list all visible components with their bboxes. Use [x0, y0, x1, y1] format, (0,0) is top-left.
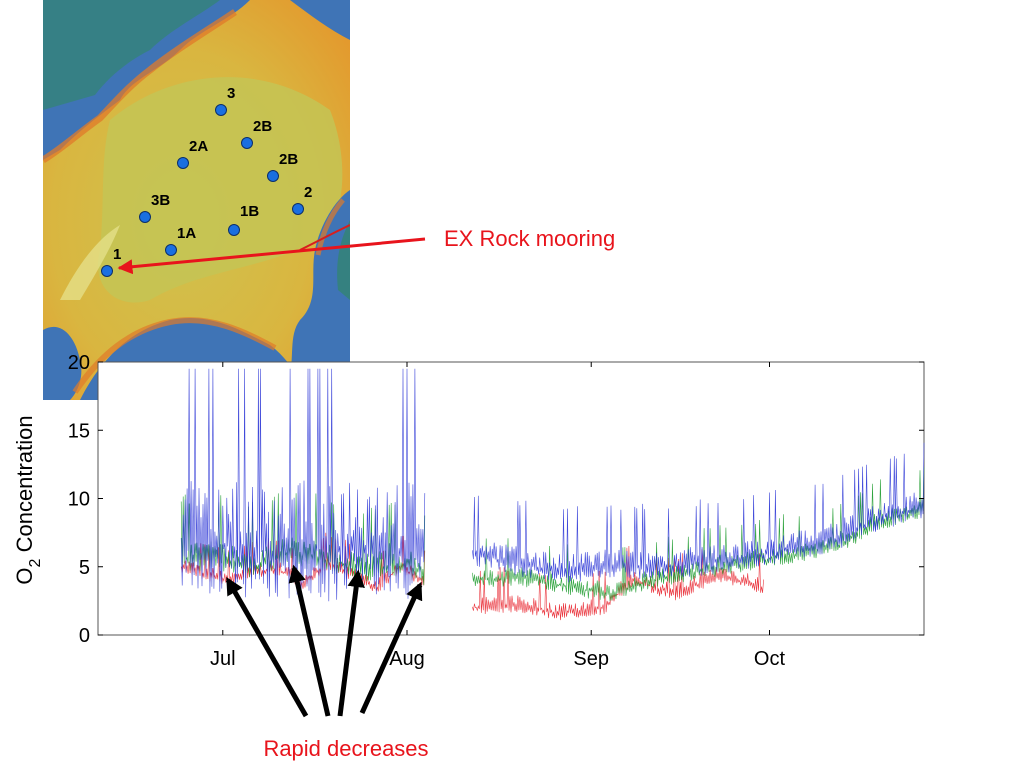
station-label: 3B — [151, 192, 170, 209]
decrease-arrows — [225, 564, 423, 718]
y-tick-label: 5 — [79, 557, 90, 579]
station-marker — [241, 137, 253, 149]
station-label: 3 — [227, 85, 235, 102]
station-marker — [101, 265, 113, 277]
series-layer — [180, 368, 925, 621]
decrease-arrow-4 — [359, 581, 423, 715]
y-tick-label: 0 — [79, 625, 90, 647]
y-axis: 0 5 10 15 20 — [68, 352, 924, 647]
decrease-arrow-3 — [337, 569, 365, 717]
series-line — [472, 545, 764, 621]
mooring-label: EX Rock mooring — [444, 226, 615, 251]
y-axis-label-main: O — [12, 567, 37, 584]
y-axis-label-subscript: 2 — [27, 558, 44, 567]
decrease-label: Rapid decreases — [263, 736, 428, 761]
series-line — [472, 442, 925, 583]
decrease-arrow-1 — [225, 576, 309, 718]
station-label: 2B — [253, 118, 272, 135]
oxygen-chart: 0 5 10 15 20 Jul Aug Sep Oct O2 Concentration — [12, 352, 925, 670]
series-line — [472, 467, 925, 602]
bathymetry-map — [43, 0, 350, 400]
station-marker — [292, 203, 304, 215]
station-label: 2A — [189, 138, 208, 155]
y-tick-label: 20 — [68, 352, 90, 374]
x-tick-label: Oct — [754, 648, 786, 670]
station-label: 1B — [240, 203, 259, 220]
station-marker — [215, 104, 227, 116]
x-axis: Jul Aug Sep Oct — [210, 362, 785, 670]
station-label: 1 — [113, 246, 121, 263]
station-marker — [228, 224, 240, 236]
decrease-arrow-2 — [288, 564, 331, 717]
mooring-pointer-arrow — [117, 237, 426, 275]
station-label: 2B — [279, 151, 298, 168]
station-marker — [165, 244, 177, 256]
station-marker — [139, 211, 151, 223]
station-marker — [177, 157, 189, 169]
station-marker — [267, 170, 279, 182]
y-axis-label-rest: Concentration — [12, 415, 37, 558]
station-markers: 3 2B 2A 2B 3B 1B 2 1A 1 — [101, 85, 312, 277]
y-tick-label: 15 — [68, 420, 90, 442]
station-label: 1A — [177, 225, 196, 242]
y-tick-label: 10 — [68, 489, 90, 511]
x-tick-label: Jul — [210, 648, 236, 670]
x-tick-label: Aug — [389, 648, 425, 670]
plot-area — [97, 361, 925, 636]
y-axis-label: O2 Concentration — [12, 415, 44, 584]
station-label: 2 — [304, 184, 312, 201]
x-tick-label: Sep — [573, 648, 609, 670]
